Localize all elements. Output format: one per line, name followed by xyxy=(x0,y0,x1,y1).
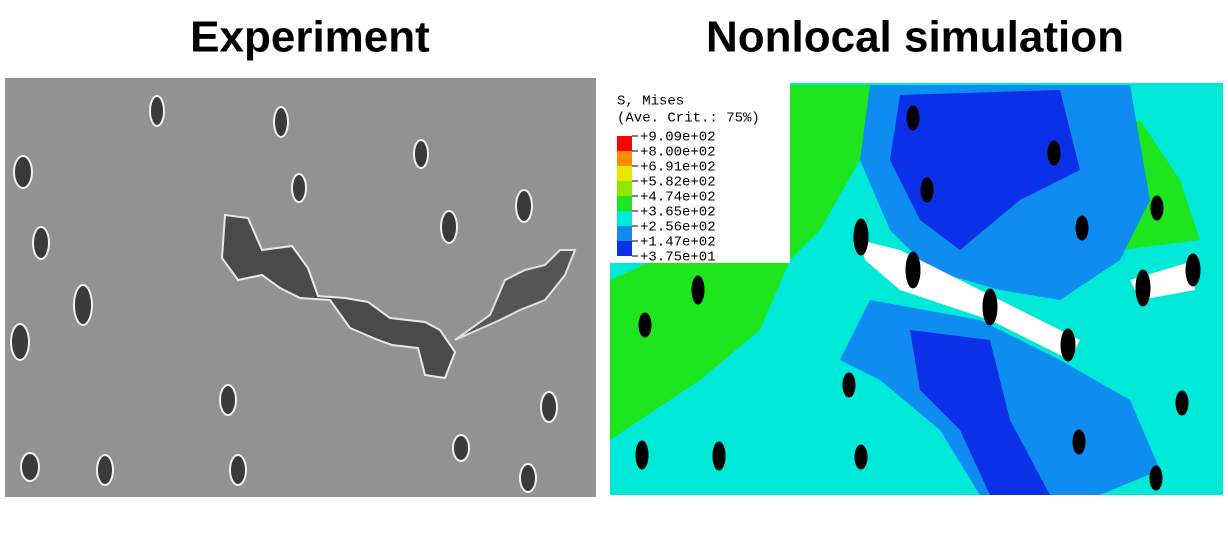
legend-label: +2.56e+02 xyxy=(640,220,716,236)
legend-label: +3.65e+02 xyxy=(640,205,716,221)
legend-label: +1.47e+02 xyxy=(640,235,716,251)
experiment-image xyxy=(5,78,596,497)
legend-label: +4.74e+02 xyxy=(640,190,716,206)
legend-subtitle: (Ave. Crit.: 75%) xyxy=(617,111,760,127)
legend-label: +9.09e+02 xyxy=(640,130,716,146)
legend-label: +8.00e+02 xyxy=(640,145,716,161)
legend-label: +6.91e+02 xyxy=(640,160,716,176)
simulation-image xyxy=(610,83,1223,495)
legend-title: S, Mises xyxy=(617,94,684,110)
panel-title: Experiment xyxy=(190,13,430,62)
legend-label: +3.75e+01 xyxy=(640,250,716,266)
legend-label: +5.82e+02 xyxy=(640,175,716,191)
panel-title: Nonlocal simulation xyxy=(706,13,1124,62)
legend: S, Mises (Ave. Crit.: 75%) +9.09e+02+8.0… xyxy=(617,94,760,266)
